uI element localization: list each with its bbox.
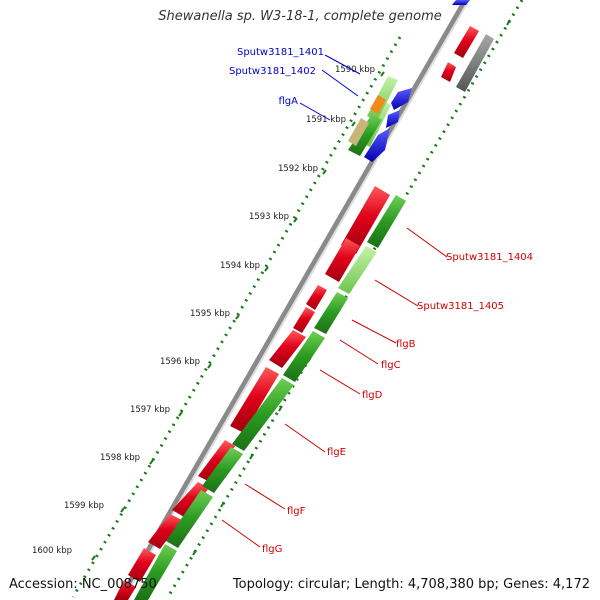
- topology-summary-text: Topology: circular; Length: 4,708,380 bp…: [232, 577, 590, 592]
- leader-line: [284, 423, 326, 453]
- tick-label-1592: 1592 kbp: [278, 164, 318, 174]
- green-track-feature[interactable]: [166, 490, 213, 548]
- kbp-tick-labels: 1590 kbp 1591 kbp 1592 kbp 1593 kbp 1594…: [32, 65, 375, 556]
- orange-feature[interactable]: [370, 95, 386, 114]
- gene-label-flgd[interactable]: flgD: [362, 390, 383, 401]
- tick-mark: [91, 555, 96, 561]
- green-track-feature[interactable]: [283, 331, 325, 382]
- tick-label-1594: 1594 kbp: [220, 261, 260, 271]
- tick-label-1591: 1591 kbp: [306, 115, 346, 125]
- leader-line: [319, 369, 361, 395]
- forward-cds-feature[interactable]: [293, 307, 315, 333]
- tick-label-1600: 1600 kbp: [32, 546, 72, 556]
- accession-text: Accession: NC_008750: [9, 577, 157, 592]
- leader-line: [339, 339, 379, 365]
- leader-line: [221, 519, 261, 548]
- forward-cds-feature[interactable]: [269, 330, 306, 368]
- gene-label-flgg[interactable]: flgG: [262, 544, 282, 555]
- green-track-feature[interactable]: [348, 114, 382, 156]
- tick-label-1597: 1597 kbp: [130, 405, 170, 415]
- green-track-feature[interactable]: [134, 544, 177, 600]
- forward-cds-feature[interactable]: [306, 285, 327, 310]
- forward-cds-feature[interactable]: [341, 186, 390, 254]
- gene-label-sputw3181-1405[interactable]: Sputw3181_1405: [417, 301, 504, 312]
- tan-feature[interactable]: [348, 118, 369, 146]
- gene-label-sputw3181-1404[interactable]: Sputw3181_1404: [446, 252, 533, 263]
- forward-cds-feature[interactable]: [325, 238, 360, 282]
- reverse-cds-feature[interactable]: [391, 88, 412, 110]
- tick-mark: [293, 217, 298, 223]
- tick-label-1596: 1596 kbp: [160, 357, 200, 367]
- leader-line: [244, 483, 286, 510]
- leader-line: [321, 69, 359, 97]
- forward-cds-feature[interactable]: [128, 548, 156, 582]
- tick-mark: [506, 19, 511, 26]
- tick-mark: [220, 501, 225, 508]
- label-leader-lines: [221, 54, 448, 548]
- tick-mark: [278, 405, 283, 412]
- leader-line: [324, 54, 361, 75]
- tick-mark: [380, 71, 385, 77]
- forward-cds-feature[interactable]: [441, 62, 456, 82]
- green-track-feature[interactable]: [367, 195, 406, 248]
- gene-label-sputw3181-1402[interactable]: Sputw3181_1402: [229, 66, 316, 77]
- gene-labels-right: Sputw3181_1404 Sputw3181_1405 flgB flgC …: [262, 252, 533, 555]
- green-track-feature[interactable]: [232, 378, 294, 451]
- tick-mark: [120, 507, 125, 513]
- genome-backbone-highlight: [122, 0, 470, 600]
- tick-mark: [178, 411, 183, 417]
- gene-label-flgf[interactable]: flgF: [287, 506, 306, 517]
- tick-mark: [249, 453, 254, 460]
- tick-label-1590: 1590 kbp: [335, 65, 375, 75]
- forward-cds-feature[interactable]: [454, 26, 479, 58]
- forward-cds-feature[interactable]: [230, 367, 279, 433]
- green-track-feature[interactable]: [202, 447, 243, 493]
- gene-label-flgb[interactable]: flgB: [396, 339, 416, 350]
- gene-label-sputw3181-1401[interactable]: Sputw3181_1401: [237, 47, 324, 58]
- forward-cds-feature[interactable]: [198, 440, 235, 482]
- tick-mark: [351, 121, 356, 127]
- leader-line: [299, 102, 331, 121]
- reverse-cds-feature[interactable]: [364, 128, 390, 162]
- forward-cds-feature[interactable]: [148, 514, 182, 549]
- leader-line: [351, 319, 397, 344]
- leader-line: [406, 227, 448, 258]
- tick-label-1593: 1593 kbp: [249, 212, 289, 222]
- tick-label-1598: 1598 kbp: [100, 453, 140, 463]
- flga-region-features: [348, 76, 412, 162]
- forward-cds-track: [114, 186, 390, 600]
- light-green-feature[interactable]: [338, 246, 377, 294]
- gene-label-flga[interactable]: flgA: [279, 96, 299, 107]
- reverse-cds-feature[interactable]: [386, 110, 400, 128]
- gene-labels-left: Sputw3181_1401 Sputw3181_1402 flgA: [229, 47, 324, 107]
- tick-mark: [322, 169, 327, 175]
- tick-mark: [192, 549, 197, 556]
- gene-label-flgc[interactable]: flgC: [381, 360, 401, 371]
- tick-label-1599: 1599 kbp: [64, 501, 104, 511]
- tick-mark: [235, 314, 240, 320]
- green-track-feature[interactable]: [314, 292, 348, 334]
- map-title: Shewanella sp. W3-18-1, complete genome: [158, 9, 442, 24]
- gray-feature[interactable]: [456, 34, 494, 92]
- gene-label-flge[interactable]: flgE: [327, 447, 346, 458]
- reverse-cds-feature[interactable]: [452, 0, 470, 5]
- tick-mark: [149, 459, 154, 465]
- leader-line: [374, 279, 419, 307]
- tick-mark: [207, 363, 212, 369]
- forward-cds-feature[interactable]: [172, 482, 209, 518]
- tick-mark: [264, 266, 269, 272]
- tick-label-1595: 1595 kbp: [190, 309, 230, 319]
- forward-cds-feature[interactable]: [114, 580, 136, 600]
- green-track: [134, 195, 406, 600]
